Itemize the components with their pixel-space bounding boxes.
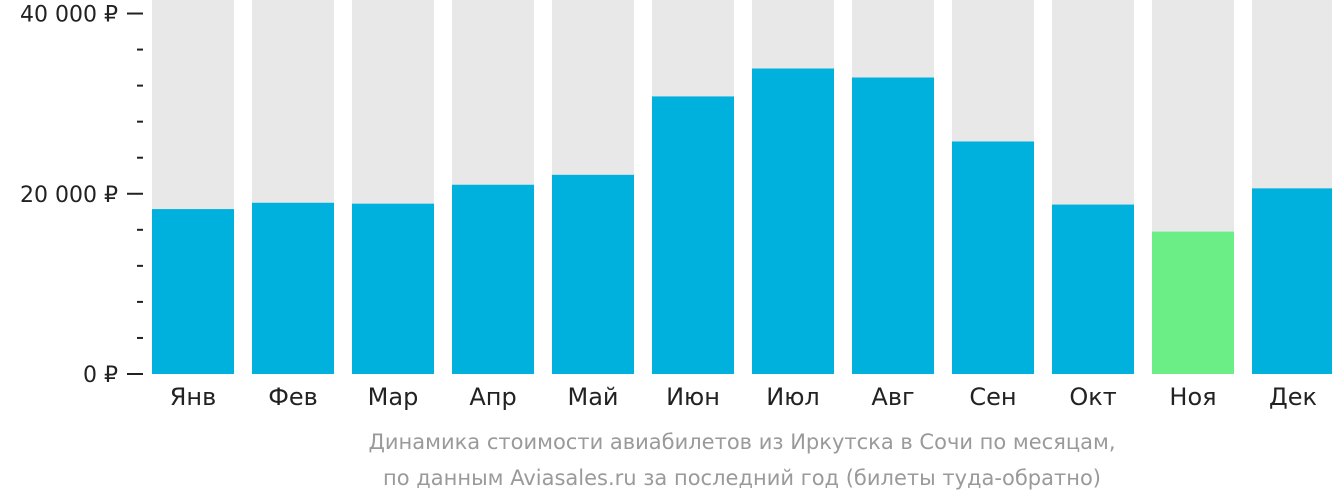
y-tick-label: 20 000 ₽ — [20, 183, 118, 208]
bar — [452, 184, 534, 374]
x-tick-label: Май — [567, 383, 618, 411]
x-tick-label: Янв — [170, 383, 217, 411]
y-tick-label: 40 000 ₽ — [20, 3, 118, 28]
x-tick-label: Апр — [469, 383, 516, 411]
bar — [752, 68, 834, 374]
x-tick-label: Фев — [268, 383, 318, 411]
x-tick-label: Июл — [766, 383, 820, 411]
chart-caption-line-2: по данным Aviasales.ru за последний год … — [383, 466, 1101, 490]
bar — [1152, 231, 1234, 374]
x-tick-label: Мар — [368, 383, 419, 411]
x-tick-label: Сен — [969, 383, 1016, 411]
bar — [1252, 188, 1332, 374]
bar — [1052, 204, 1134, 374]
x-tick-label: Дек — [1269, 383, 1317, 411]
bar — [152, 209, 234, 374]
bar — [952, 141, 1034, 374]
chart-caption-line-1: Динамика стоимости авиабилетов из Иркутс… — [368, 430, 1116, 454]
bar — [352, 203, 434, 374]
x-tick-label: Июн — [666, 383, 720, 411]
bar — [852, 77, 934, 375]
bar — [552, 174, 634, 374]
x-tick-label: Ноя — [1169, 383, 1216, 411]
x-tick-label: Авг — [871, 383, 914, 411]
price-chart: Янв Фев Мар Апр Май Июн Июл Авг Сен Окт Ноя Дек 0 ₽ 2… — [20, 0, 1332, 411]
x-tick-label: Окт — [1069, 383, 1116, 411]
y-tick-label: 0 ₽ — [83, 363, 118, 388]
bar — [252, 202, 334, 374]
bar — [652, 96, 734, 374]
